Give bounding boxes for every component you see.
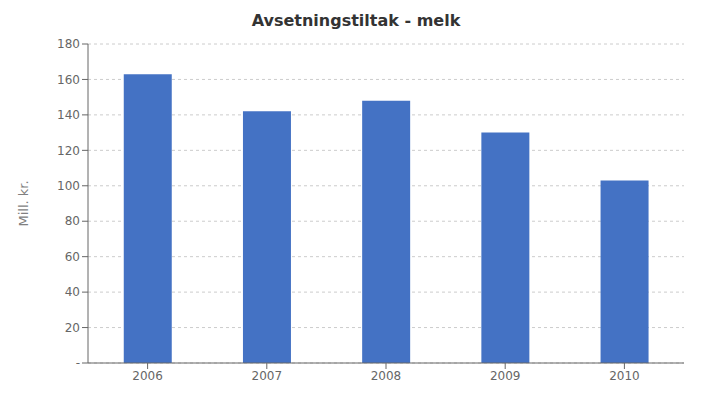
svg-text:180: 180 bbox=[57, 37, 80, 51]
svg-text:2010: 2010 bbox=[609, 369, 640, 383]
svg-text:80: 80 bbox=[65, 214, 80, 228]
svg-text:160: 160 bbox=[57, 73, 80, 87]
svg-text:140: 140 bbox=[57, 108, 80, 122]
svg-text:Mill. kr.: Mill. kr. bbox=[16, 180, 31, 226]
svg-text:60: 60 bbox=[65, 250, 80, 264]
svg-text:2009: 2009 bbox=[490, 369, 521, 383]
html-text:Avsetningstiltak - melk: Avsetningstiltak - melk bbox=[251, 11, 461, 30]
svg-text:40: 40 bbox=[65, 285, 80, 299]
svg-text:2008: 2008 bbox=[371, 369, 402, 383]
svg-text:-: - bbox=[76, 356, 80, 370]
svg-text:100: 100 bbox=[57, 179, 80, 193]
svg-text:120: 120 bbox=[57, 144, 80, 158]
svg-text:20: 20 bbox=[65, 321, 80, 335]
svg-text:2007: 2007 bbox=[252, 369, 283, 383]
svg-text:2006: 2006 bbox=[132, 369, 163, 383]
